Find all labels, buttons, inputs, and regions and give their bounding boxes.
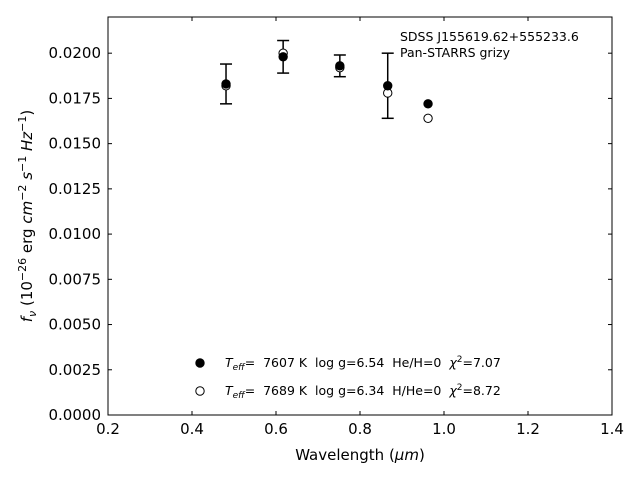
y-tick-label: 0.0200 (49, 44, 102, 62)
x-axis-label: Wavelength (μm) (295, 446, 425, 464)
y-tick-label: 0.0100 (49, 225, 102, 243)
legend-label-open: Teff= 7689 K log g=6.34 H/He=0 χ2=8.72 (225, 383, 501, 401)
x-tick-label: 1.0 (432, 420, 456, 438)
x-tick-label: 0.2 (96, 420, 120, 438)
legend-marker-filled (195, 358, 205, 368)
data-point-filled (423, 99, 433, 109)
y-tick-label: 0.0000 (49, 406, 102, 424)
data-point-open (423, 113, 433, 124)
y-tick-label: 0.0050 (49, 316, 102, 334)
x-tick-label: 1.2 (516, 420, 540, 438)
data-point-filled (335, 61, 345, 71)
y-tick-label: 0.0075 (49, 270, 102, 288)
annotation-line1: SDSS J155619.62+555233.6 (400, 29, 579, 44)
legend-marker-open (195, 386, 205, 396)
legend-label-filled: Teff= 7607 K log g=6.54 He/H=0 χ2=7.07 (225, 355, 501, 373)
data-point-filled (221, 79, 231, 89)
data-point-filled (383, 81, 393, 91)
x-tick-label: 0.8 (348, 420, 372, 438)
y-axis-label: fν (10−26 erg cm−2 s−1 Hz−1) (16, 110, 39, 322)
y-tick-label: 0.0025 (49, 361, 102, 379)
legend: Teff= 7607 K log g=6.54 He/H=0 χ2=7.07 T… (195, 355, 501, 401)
x-tick-label: 0.4 (180, 420, 204, 438)
y-tick-label: 0.0150 (49, 135, 102, 153)
annotation-line2: Pan-STARRS grizy (400, 45, 511, 60)
y-tick-label: 0.0125 (49, 180, 102, 198)
y-tick-label: 0.0175 (49, 89, 102, 107)
x-tick-label: 1.4 (600, 420, 624, 438)
x-tick-label: 0.6 (264, 420, 288, 438)
data-point-filled (278, 52, 288, 62)
